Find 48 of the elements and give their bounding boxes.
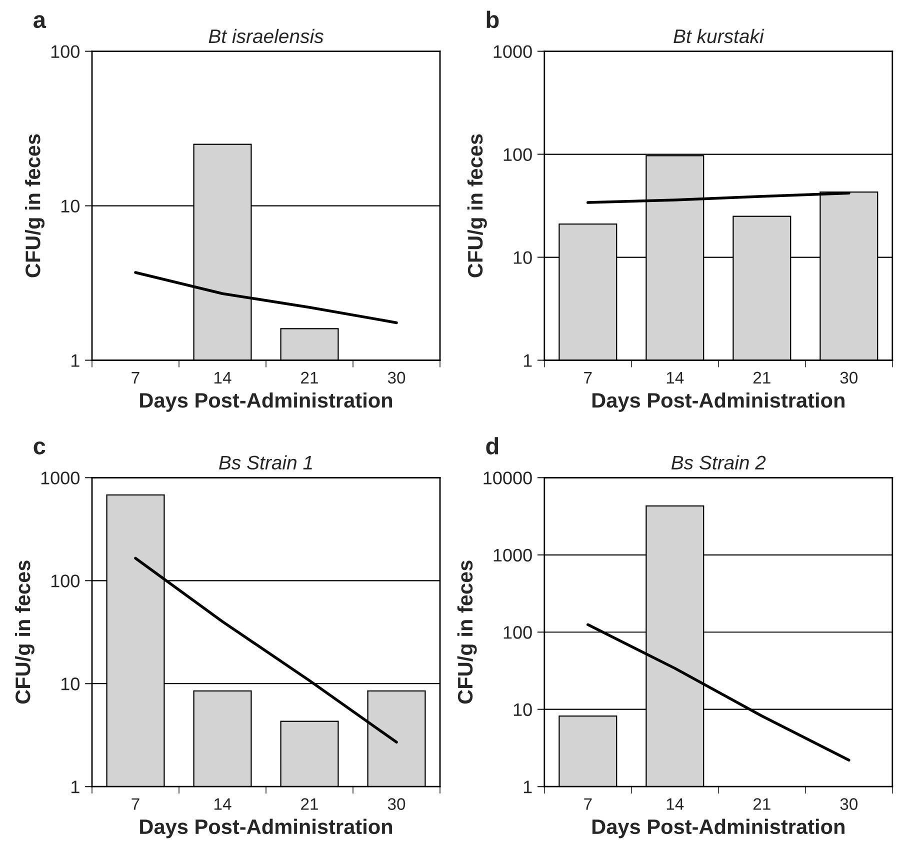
y-axis-title: CFU/g in feces: [25, 134, 45, 278]
text: a: [34, 15, 46, 28]
y-tick-label: 1000: [494, 548, 532, 562]
x-tick-label: 30: [840, 372, 858, 384]
x-tick-label: 7: [132, 372, 140, 384]
y-tick-label: 100: [504, 148, 532, 162]
y-tick-label: 10000: [484, 472, 532, 484]
text: b: [486, 10, 499, 28]
y-axis-title: CFU/g in feces: [467, 134, 487, 278]
x-tick-label: 21: [753, 798, 770, 810]
x-tick-label: 14: [214, 372, 232, 384]
x-tick-label: 21: [753, 372, 770, 384]
y-tick-label: 10: [514, 703, 532, 716]
x-tick-label: 7: [584, 798, 592, 810]
x-tick-label: 14: [214, 798, 232, 810]
y-tick-label: 1000: [494, 45, 532, 58]
y-axis-title: CFU/g in feces: [14, 560, 34, 704]
x-axis-title: Days Post-Administration: [140, 392, 392, 412]
y-tick-label: 1: [524, 354, 532, 367]
chart-title: Bs Strain 1: [219, 455, 312, 470]
y-tick-label: 1000: [41, 472, 80, 484]
x-tick-label: 14: [666, 372, 684, 384]
chart-title: Bs Strain 2: [671, 455, 766, 470]
x-tick-label: 7: [132, 798, 140, 810]
y-tick-label: 10: [514, 251, 532, 264]
y-tick-label: 10: [61, 200, 80, 212]
x-axis-title: Days Post-Administration: [592, 818, 844, 838]
chart-title: Bt israelensis: [208, 28, 324, 44]
x-tick-label: 30: [388, 798, 406, 810]
y-tick-label: 1: [72, 354, 80, 367]
x-tick-label: 30: [388, 372, 406, 384]
text: d: [486, 437, 498, 454]
x-tick-label: 21: [301, 798, 318, 810]
chart-title: Bt kurstaki: [674, 28, 764, 44]
y-tick-label: 1: [72, 780, 80, 794]
x-tick-label: 7: [584, 372, 592, 384]
y-tick-label: 100: [51, 45, 80, 58]
y-tick-label: 100: [504, 626, 532, 639]
x-tick-label: 21: [301, 372, 318, 384]
y-tick-label: 10: [61, 678, 80, 690]
text: c: [34, 442, 46, 454]
x-axis-title: Days Post-Administration: [140, 818, 392, 838]
x-axis-title: Days Post-Administration: [592, 392, 844, 412]
y-tick-label: 1: [524, 780, 532, 794]
y-tick-label: 100: [51, 574, 80, 588]
x-tick-label: 30: [840, 798, 858, 810]
x-tick-label: 14: [666, 798, 684, 810]
y-axis-title: CFU/g in feces: [457, 560, 477, 704]
